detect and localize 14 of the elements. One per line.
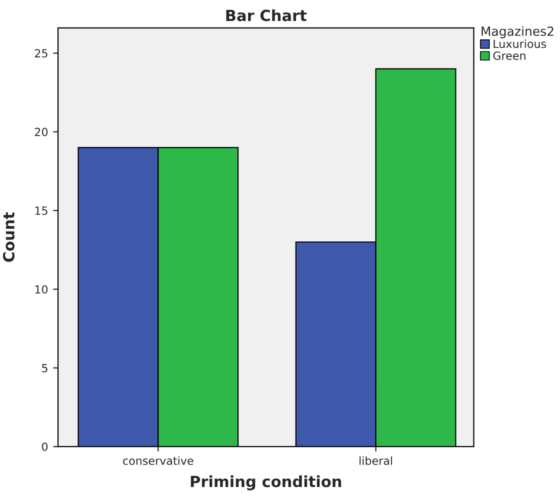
y-tick-label: 10 [35, 285, 48, 294]
x-tick-label: conservative [123, 456, 194, 465]
y-tick-label: 20 [34, 128, 48, 136]
x-axis-title: Priming condition [190, 475, 342, 490]
y-tick-label: 25 [34, 49, 48, 58]
chart-title: Bar Chart [226, 9, 307, 22]
y-tick-label: 5 [42, 364, 48, 372]
legend-label: Green [493, 52, 526, 60]
legend-title: Magazines2 [482, 26, 554, 38]
legend-label: Luxurious [494, 39, 546, 48]
x-tick-label: liberal [360, 456, 392, 465]
y-axis-title: Count [2, 212, 15, 262]
y-tick-label: 15 [35, 206, 48, 215]
y-tick-label: 0 [42, 442, 48, 451]
